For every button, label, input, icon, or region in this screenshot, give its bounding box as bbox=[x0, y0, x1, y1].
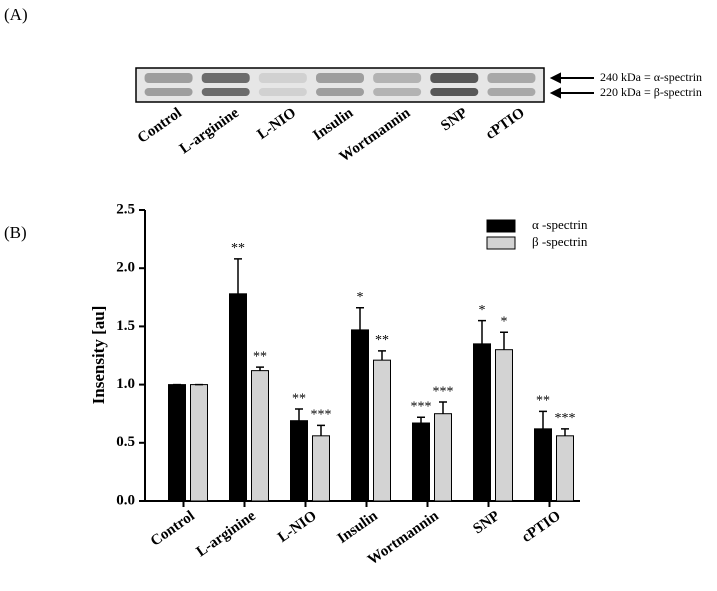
x-tick-label: SNP bbox=[470, 508, 502, 537]
bar bbox=[229, 293, 247, 502]
bar bbox=[312, 435, 330, 502]
blot-band bbox=[373, 88, 422, 96]
error-bar bbox=[500, 331, 508, 350]
x-tick-label: L-arginine bbox=[194, 508, 259, 560]
arrow-head bbox=[549, 87, 561, 99]
error-bar bbox=[561, 428, 569, 436]
blot-band bbox=[258, 88, 307, 96]
significance: ** bbox=[292, 391, 306, 406]
significance: ** bbox=[231, 241, 245, 256]
significance: ** bbox=[536, 394, 550, 409]
blot-band bbox=[373, 73, 422, 83]
y-tick-label: 0.5 bbox=[116, 434, 135, 450]
lane-label: SNP bbox=[438, 105, 470, 134]
y-tick-label: 2.0 bbox=[116, 260, 135, 276]
x-tick-label: L-NIO bbox=[275, 508, 320, 546]
bar bbox=[556, 435, 574, 502]
legend-swatch bbox=[486, 236, 516, 250]
bar bbox=[168, 384, 186, 502]
y-tick-label: 1.5 bbox=[116, 318, 135, 334]
bar bbox=[534, 428, 552, 502]
blot-band bbox=[201, 88, 250, 96]
bar bbox=[351, 329, 369, 502]
bar bbox=[434, 413, 452, 502]
error-bar bbox=[295, 408, 303, 421]
blot-band bbox=[201, 73, 250, 83]
panel-label: (A) bbox=[4, 5, 28, 24]
legend-label: α -spectrin bbox=[532, 217, 588, 232]
blot-band bbox=[144, 88, 193, 96]
bar bbox=[251, 370, 269, 502]
bar bbox=[473, 343, 491, 502]
error-bar bbox=[439, 401, 447, 414]
error-bar bbox=[417, 416, 425, 424]
error-bar bbox=[317, 424, 325, 436]
legend-label: β -spectrin bbox=[532, 234, 588, 249]
significance: *** bbox=[433, 384, 454, 399]
panel-label: (B) bbox=[4, 223, 27, 242]
bar bbox=[373, 359, 391, 502]
blot-band bbox=[144, 73, 193, 83]
marker-label: 240 kDa = α-spectrin bbox=[600, 70, 702, 84]
blot-band bbox=[258, 73, 307, 83]
arrow-head bbox=[549, 72, 561, 84]
error-bar bbox=[378, 350, 386, 361]
significance: ** bbox=[375, 333, 389, 348]
error-bar bbox=[356, 307, 364, 330]
bar bbox=[290, 420, 308, 502]
significance: *** bbox=[311, 408, 332, 423]
bar bbox=[495, 349, 513, 502]
significance: ** bbox=[253, 349, 267, 364]
marker-label: 220 kDa = β-spectrin bbox=[600, 85, 702, 99]
lane-label: Insulin bbox=[310, 105, 357, 144]
x-tick-label: Insulin bbox=[335, 508, 382, 547]
bar bbox=[190, 384, 208, 502]
error-bar bbox=[234, 258, 242, 294]
lane-label: L-arginine bbox=[177, 105, 242, 157]
significance: * bbox=[357, 290, 364, 305]
lane-label: Control bbox=[135, 105, 185, 147]
error-bar bbox=[256, 366, 264, 371]
blot-band bbox=[430, 88, 479, 96]
legend-swatch bbox=[486, 219, 516, 233]
x-tick-label: cPTIO bbox=[519, 508, 564, 546]
significance: * bbox=[479, 303, 486, 318]
significance: *** bbox=[411, 399, 432, 414]
bar bbox=[412, 422, 430, 502]
significance: * bbox=[501, 314, 508, 329]
lane-label: cPTIO bbox=[483, 105, 528, 143]
y-axis-label: Insensity [au] bbox=[89, 306, 108, 405]
arrows bbox=[549, 72, 594, 99]
y-tick-label: 1.0 bbox=[116, 376, 135, 392]
error-bar bbox=[478, 319, 486, 344]
blot-band bbox=[316, 88, 364, 96]
y-tick-label: 2.5 bbox=[116, 201, 135, 217]
blot-band bbox=[487, 88, 536, 96]
blot-band bbox=[316, 73, 364, 83]
blot-band bbox=[430, 73, 479, 83]
error-bar bbox=[539, 410, 547, 429]
x-tick-label: Control bbox=[148, 508, 198, 550]
y-tick-label: 0.0 bbox=[116, 492, 135, 508]
significance: *** bbox=[555, 411, 576, 426]
lane-label: L-NIO bbox=[254, 105, 299, 143]
blot-band bbox=[487, 73, 536, 83]
